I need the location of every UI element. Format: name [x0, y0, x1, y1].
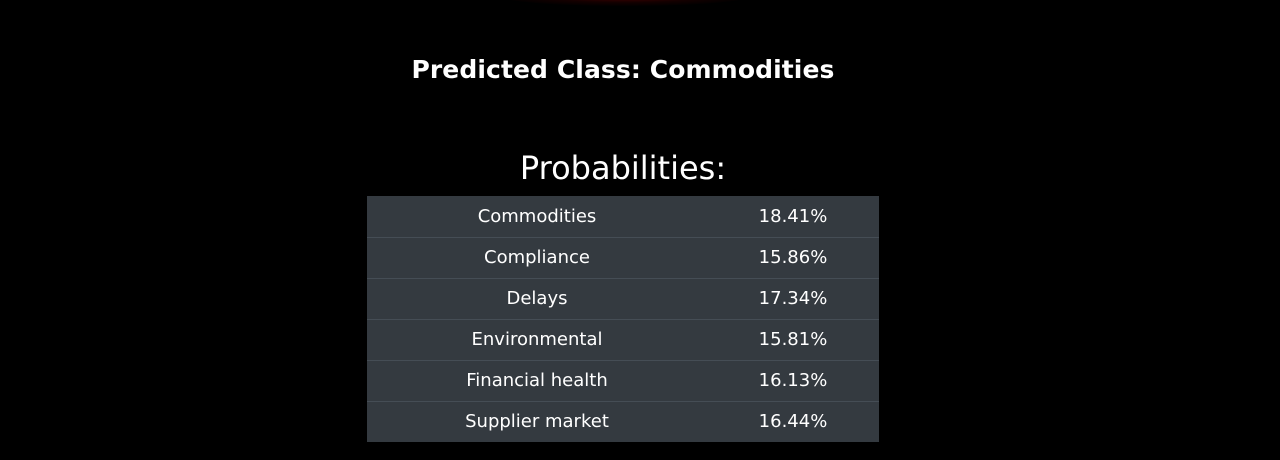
probability-cell: 16.13%: [707, 359, 879, 401]
probability-cell: 18.41%: [758, 205, 828, 227]
table-row: Financial health 16.13%: [367, 359, 879, 401]
table-row: Delays 17.34%: [367, 277, 879, 319]
class-name-cell: Compliance: [367, 236, 707, 278]
probabilities-table: Commodities 18.41% Compliance 15.86% Del…: [367, 196, 879, 442]
probability-cell: 15.86%: [707, 236, 879, 278]
table-row: Supplier market 16.44%: [367, 400, 879, 442]
class-name-cell: Commodities: [477, 205, 597, 227]
top-glow-decoration: [500, 0, 750, 6]
class-name-cell: Environmental: [367, 318, 707, 360]
class-name-cell: Delays: [367, 277, 707, 319]
probability-cell: 17.34%: [707, 277, 879, 319]
table-row: Compliance 15.86%: [367, 236, 879, 278]
class-name-cell: Supplier market: [367, 400, 707, 442]
class-name-cell: Financial health: [367, 359, 707, 401]
probability-cell: 15.81%: [707, 318, 879, 360]
probabilities-heading: Probabilities:: [519, 149, 727, 187]
predicted-class-heading: Predicted Class: Commodities: [411, 55, 835, 84]
table-row: Commodities 18.41%: [367, 196, 879, 237]
table-row: Environmental 15.81%: [367, 318, 879, 360]
probability-cell: 16.44%: [707, 400, 879, 442]
